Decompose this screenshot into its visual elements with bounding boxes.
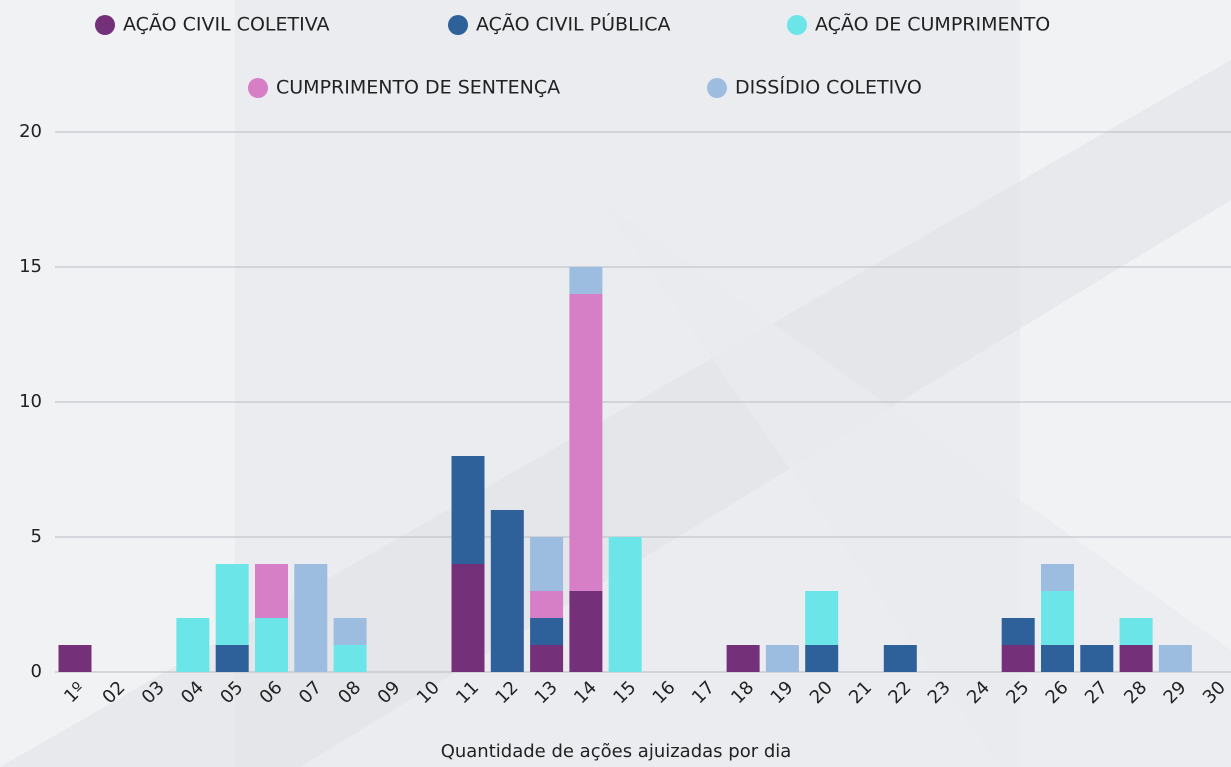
legend-swatch — [787, 15, 807, 35]
bar-segment — [1001, 618, 1035, 645]
bar-segment — [805, 645, 839, 672]
bar-segment — [569, 267, 603, 294]
bar-segment — [333, 618, 367, 645]
bar-segment — [451, 564, 485, 672]
bar-segment — [883, 645, 917, 672]
bar-segment — [255, 618, 288, 672]
bar-segment — [765, 645, 799, 672]
bar-segment — [1041, 591, 1074, 645]
bar-segment — [255, 564, 288, 618]
y-tick-label: 5 — [31, 526, 42, 547]
bar-segment — [215, 564, 249, 645]
bar-segment — [1041, 645, 1074, 672]
y-tick-label: 10 — [19, 391, 42, 412]
bar-segment — [294, 564, 328, 672]
bar-segment — [530, 591, 564, 618]
legend-swatch — [248, 78, 268, 98]
bar-segment — [530, 645, 564, 672]
bar-segment — [1119, 618, 1153, 645]
bar-segment — [530, 618, 564, 645]
legend-label: AÇÃO CIVIL COLETIVA — [123, 13, 330, 36]
bar-segment — [1119, 645, 1153, 672]
bar-segment — [726, 645, 760, 672]
bar-segment — [215, 645, 249, 672]
bar-segment — [333, 645, 367, 672]
bar-segment — [1080, 645, 1114, 672]
bar-segment — [569, 591, 603, 672]
bar-segment — [1001, 645, 1035, 672]
bar-segment — [530, 537, 564, 591]
bar-segment — [1041, 564, 1074, 591]
legend-label: AÇÃO CIVIL PÚBLICA — [476, 12, 671, 36]
legend-swatch — [448, 15, 468, 35]
bar-segment — [451, 456, 485, 564]
legend-label: CUMPRIMENTO DE SENTENÇA — [276, 77, 560, 99]
x-axis-label: Quantidade de ações ajuizadas por dia — [441, 741, 792, 762]
legend-label: AÇÃO DE CUMPRIMENTO — [815, 13, 1050, 36]
bar-segment — [569, 294, 603, 591]
legend-swatch — [95, 15, 115, 35]
legend-swatch — [707, 78, 727, 98]
y-tick-label: 0 — [31, 661, 42, 682]
x-tick-label: 1º — [60, 678, 89, 707]
legend-label: DISSÍDIO COLETIVO — [735, 76, 922, 99]
bar-segment — [58, 645, 92, 672]
bar-segment — [608, 537, 642, 672]
bar-segment — [490, 510, 524, 672]
bar-segment — [176, 618, 210, 672]
bar-segment — [805, 591, 839, 645]
y-tick-label: 20 — [19, 121, 42, 142]
y-tick-label: 15 — [19, 256, 42, 277]
bar-segment — [1158, 645, 1192, 672]
